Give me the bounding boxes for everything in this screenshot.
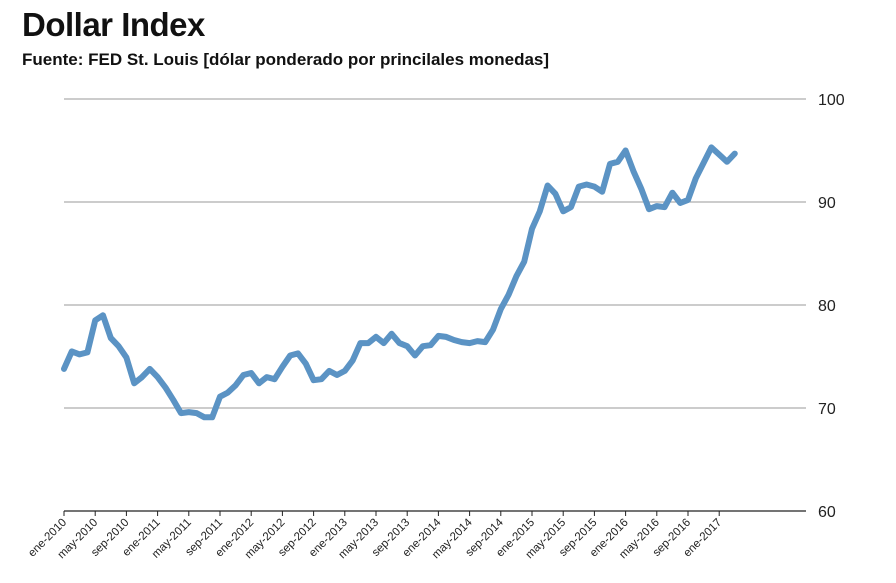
gridlines [64, 98, 806, 512]
y-tick-label: 80 [818, 298, 836, 315]
series-line-dollar-index [61, 144, 738, 421]
x-axis-ticks: ene-2010may-2010sep-2010ene-2011may-2011… [26, 511, 724, 561]
chart-title: Dollar Index [22, 6, 205, 43]
y-tick-label: 60 [818, 504, 836, 521]
y-tick-label: 70 [818, 401, 836, 418]
series-layer [61, 144, 738, 421]
y-axis-ticks: 60 70 80 90 100 [818, 92, 845, 521]
y-tick-label: 90 [818, 195, 836, 212]
y-tick-label: 100 [818, 92, 845, 109]
chart-subtitle: Fuente: FED St. Louis [dólar ponderado p… [22, 50, 550, 69]
